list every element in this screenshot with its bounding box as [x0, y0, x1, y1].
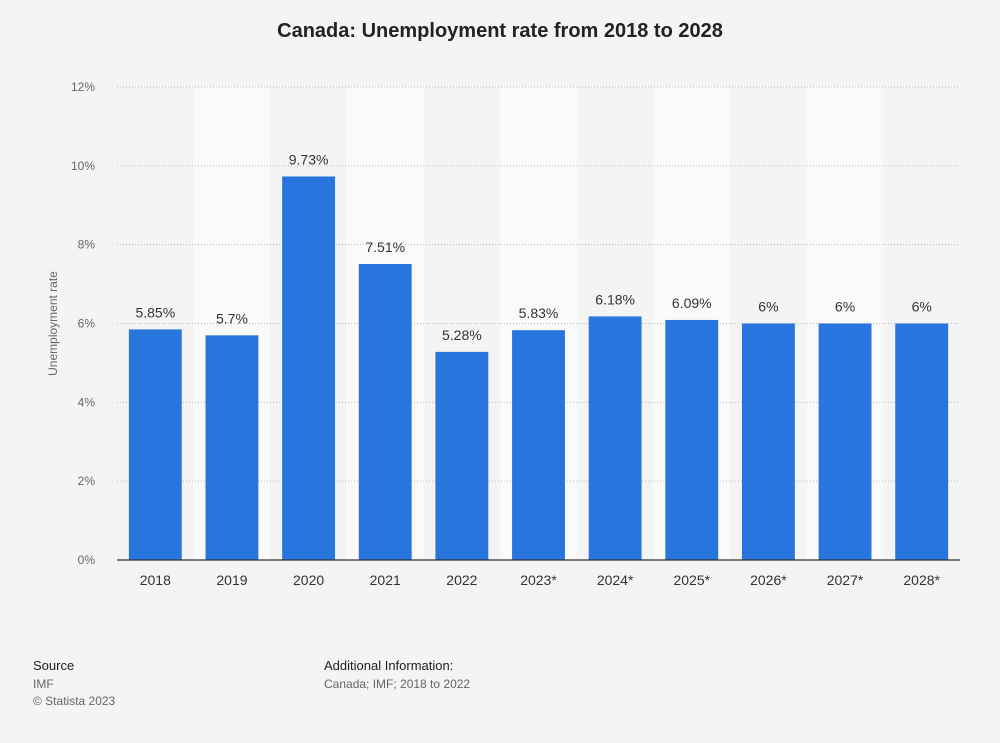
x-tick-label: 2027*	[827, 572, 864, 588]
bar[interactable]	[205, 335, 259, 560]
bar-value-label: 6.18%	[595, 291, 635, 307]
bar-value-label: 5.83%	[519, 305, 559, 321]
bar-value-label: 5.28%	[442, 327, 482, 343]
x-tick-label: 2022	[446, 572, 477, 588]
x-axis-ticks: 2018 2019 2020 2021 2022 2023* 2024* 2025* 2026*…	[140, 572, 941, 588]
x-tick-label: 2025*	[673, 572, 710, 588]
x-tick-label: 2024*	[597, 572, 634, 588]
x-tick-label: 2023*	[520, 572, 557, 588]
bar-value-label: 6%	[912, 299, 932, 315]
bar[interactable]	[358, 263, 412, 560]
x-tick-label: 2028*	[903, 572, 940, 588]
y-tick-label: 0%	[78, 553, 96, 567]
bar-value-label: 6%	[835, 299, 855, 315]
bar-value-label: 5.7%	[216, 310, 248, 326]
y-tick-label: 12%	[71, 80, 95, 94]
bar[interactable]	[741, 323, 795, 561]
bar[interactable]	[665, 319, 719, 560]
y-tick-label: 4%	[78, 395, 96, 409]
source-line: IMF	[33, 677, 54, 691]
y-tick-label: 8%	[78, 238, 96, 252]
bar[interactable]	[818, 323, 872, 561]
bar[interactable]	[435, 351, 489, 560]
x-tick-label: 2021	[370, 572, 401, 588]
x-tick-label: 2020	[293, 572, 324, 588]
bar-value-label: 6.09%	[672, 295, 712, 311]
bar-value-label: 9.73%	[289, 151, 329, 167]
additional-info-block: Additional Information: Canada; IMF; 201…	[324, 658, 470, 693]
bars	[128, 176, 949, 561]
bar-value-label: 6%	[758, 299, 778, 315]
x-tick-label: 2018	[140, 572, 171, 588]
y-tick-label: 10%	[71, 159, 95, 173]
bar[interactable]	[282, 176, 336, 560]
source-block: Source IMF © Statista 2023	[33, 658, 115, 710]
bar[interactable]	[895, 323, 949, 561]
bar[interactable]	[512, 330, 565, 560]
bar-value-label: 7.51%	[365, 239, 405, 255]
y-tick-label: 6%	[78, 317, 96, 331]
bar[interactable]	[588, 316, 642, 560]
additional-info-line: Canada; IMF; 2018 to 2022	[324, 677, 471, 691]
bar[interactable]	[128, 329, 182, 560]
additional-info-heading: Additional Information:	[324, 658, 454, 673]
value-labels: 5.85% 5.7% 9.73% 7.51% 5.28% 5.83% 6.18% 6.09% 6…	[135, 151, 931, 342]
bar-value-label: 5.85%	[135, 304, 175, 320]
x-tick-label: 2019	[216, 572, 247, 588]
y-axis-label: Unemployment rate	[46, 271, 60, 376]
y-axis-ticks: 0% 2% 4% 6% 8% 10% 12%	[71, 80, 95, 567]
source-heading: Source	[33, 658, 75, 673]
chart-title: Canada: Unemployment rate from 2018 to 2…	[277, 20, 723, 42]
copyright-line: © Statista 2023	[33, 694, 116, 708]
x-tick-label: 2026*	[750, 572, 787, 588]
y-tick-label: 2%	[78, 474, 96, 488]
